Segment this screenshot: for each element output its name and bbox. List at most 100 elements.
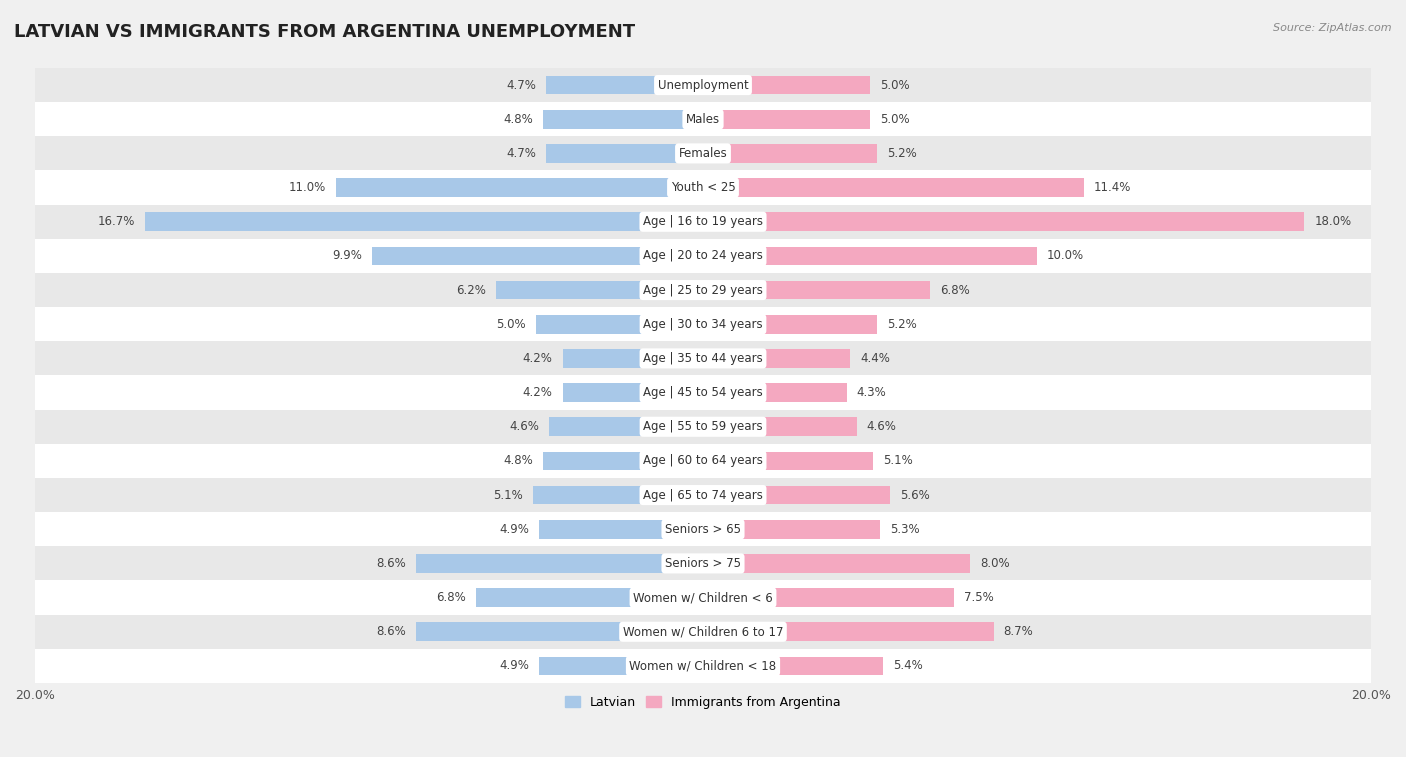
Bar <box>703 486 890 504</box>
Text: 6.8%: 6.8% <box>941 284 970 297</box>
Text: 5.2%: 5.2% <box>887 147 917 160</box>
Bar <box>35 102 1371 136</box>
Bar <box>35 615 1371 649</box>
Bar <box>35 649 1371 683</box>
Bar <box>703 281 931 300</box>
Text: 5.3%: 5.3% <box>890 523 920 536</box>
Text: 4.6%: 4.6% <box>509 420 540 433</box>
Bar <box>35 444 1371 478</box>
Text: Seniors > 75: Seniors > 75 <box>665 557 741 570</box>
Text: 9.9%: 9.9% <box>332 249 363 263</box>
Text: Age | 25 to 29 years: Age | 25 to 29 years <box>643 284 763 297</box>
Bar <box>703 110 870 129</box>
Text: 5.4%: 5.4% <box>893 659 924 672</box>
Text: Age | 45 to 54 years: Age | 45 to 54 years <box>643 386 763 399</box>
Bar <box>145 213 703 231</box>
Text: 4.6%: 4.6% <box>866 420 897 433</box>
Text: 4.7%: 4.7% <box>506 79 536 92</box>
Bar <box>475 588 703 607</box>
Bar <box>703 451 873 470</box>
Bar <box>703 588 953 607</box>
Text: 5.0%: 5.0% <box>880 79 910 92</box>
Bar <box>703 247 1038 265</box>
Text: 4.8%: 4.8% <box>503 454 533 467</box>
Text: 4.4%: 4.4% <box>860 352 890 365</box>
Bar <box>703 383 846 402</box>
Text: 5.0%: 5.0% <box>880 113 910 126</box>
Text: 5.2%: 5.2% <box>887 318 917 331</box>
Text: 6.8%: 6.8% <box>436 591 465 604</box>
Bar <box>562 349 703 368</box>
Bar <box>35 68 1371 102</box>
Text: 7.5%: 7.5% <box>963 591 993 604</box>
Text: 10.0%: 10.0% <box>1047 249 1084 263</box>
Bar <box>703 349 851 368</box>
Text: 4.9%: 4.9% <box>499 523 529 536</box>
Text: Age | 30 to 34 years: Age | 30 to 34 years <box>643 318 763 331</box>
Bar <box>35 478 1371 512</box>
Bar <box>416 622 703 641</box>
Text: 5.0%: 5.0% <box>496 318 526 331</box>
Text: 4.7%: 4.7% <box>506 147 536 160</box>
Bar <box>703 144 877 163</box>
Bar <box>35 512 1371 547</box>
Text: Unemployment: Unemployment <box>658 79 748 92</box>
Text: Age | 65 to 74 years: Age | 65 to 74 years <box>643 488 763 502</box>
Bar <box>703 520 880 539</box>
Bar <box>703 76 870 95</box>
Text: 4.9%: 4.9% <box>499 659 529 672</box>
Text: 8.6%: 8.6% <box>375 625 406 638</box>
Bar <box>416 554 703 573</box>
Bar <box>35 136 1371 170</box>
Bar <box>536 315 703 334</box>
Bar <box>550 417 703 436</box>
Bar <box>35 410 1371 444</box>
Text: 5.1%: 5.1% <box>494 488 523 502</box>
Text: 5.6%: 5.6% <box>900 488 929 502</box>
Bar <box>703 417 856 436</box>
Text: Women w/ Children 6 to 17: Women w/ Children 6 to 17 <box>623 625 783 638</box>
Text: 4.2%: 4.2% <box>523 352 553 365</box>
Text: 8.7%: 8.7% <box>1004 625 1033 638</box>
Text: Source: ZipAtlas.com: Source: ZipAtlas.com <box>1274 23 1392 33</box>
Bar <box>35 273 1371 307</box>
Text: 8.6%: 8.6% <box>375 557 406 570</box>
Bar <box>703 213 1305 231</box>
Bar <box>703 622 994 641</box>
Text: 4.3%: 4.3% <box>856 386 886 399</box>
Text: Males: Males <box>686 113 720 126</box>
Bar <box>35 307 1371 341</box>
Bar <box>35 238 1371 273</box>
Text: 4.8%: 4.8% <box>503 113 533 126</box>
Bar <box>35 375 1371 410</box>
Text: Youth < 25: Youth < 25 <box>671 181 735 194</box>
Bar <box>336 178 703 197</box>
Bar <box>35 204 1371 238</box>
Bar <box>703 656 883 675</box>
Text: 11.4%: 11.4% <box>1094 181 1132 194</box>
Text: Age | 35 to 44 years: Age | 35 to 44 years <box>643 352 763 365</box>
Text: Women w/ Children < 18: Women w/ Children < 18 <box>630 659 776 672</box>
Bar <box>703 315 877 334</box>
Text: Seniors > 65: Seniors > 65 <box>665 523 741 536</box>
Bar <box>540 656 703 675</box>
Bar <box>496 281 703 300</box>
Bar <box>543 110 703 129</box>
Text: 18.0%: 18.0% <box>1315 215 1351 229</box>
Text: 16.7%: 16.7% <box>98 215 135 229</box>
Bar <box>546 144 703 163</box>
Bar <box>543 451 703 470</box>
Bar <box>35 581 1371 615</box>
Bar <box>546 76 703 95</box>
Text: 4.2%: 4.2% <box>523 386 553 399</box>
Text: 5.1%: 5.1% <box>883 454 912 467</box>
Bar <box>562 383 703 402</box>
Text: Women w/ Children < 6: Women w/ Children < 6 <box>633 591 773 604</box>
Bar <box>35 341 1371 375</box>
Bar <box>35 170 1371 204</box>
Bar <box>540 520 703 539</box>
Text: Females: Females <box>679 147 727 160</box>
Text: 11.0%: 11.0% <box>288 181 326 194</box>
Bar <box>703 554 970 573</box>
Bar <box>373 247 703 265</box>
